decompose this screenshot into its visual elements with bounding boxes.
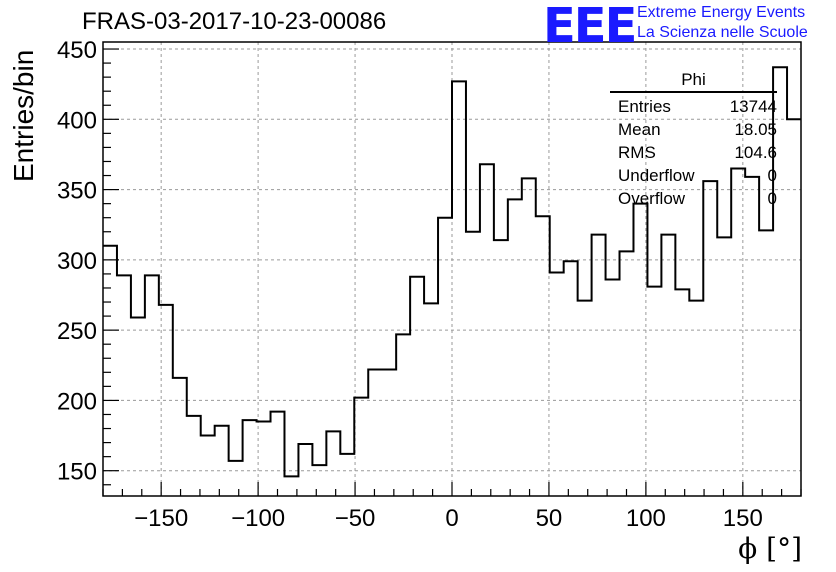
stats-row-mean: Mean 18.05 <box>610 118 777 141</box>
stats-row-entries: Entries 13744 <box>610 95 777 118</box>
y-tick-label: 200 <box>57 388 97 415</box>
x-tick-label: 100 <box>626 505 666 532</box>
y-tick-label: 400 <box>57 107 97 134</box>
eee-logo-line1: Extreme Energy Events <box>637 4 806 21</box>
eee-logo: EEE <box>543 0 637 54</box>
y-tick-label: 150 <box>57 459 97 486</box>
x-tick-label: −50 <box>335 505 376 532</box>
stats-label: Underflow <box>618 166 695 185</box>
y-tick-label: 300 <box>57 248 97 275</box>
stats-label: Entries <box>618 97 671 116</box>
stats-value: 13744 <box>729 97 777 116</box>
stats-row-rms: RMS 104.6 <box>610 141 777 164</box>
stats-value: 0 <box>767 166 777 185</box>
stats-box: Phi Entries 13744 Mean 18.05 RMS 104.6 U… <box>610 70 777 210</box>
stats-label: Overflow <box>618 189 686 208</box>
stats-value: 18.05 <box>734 120 777 139</box>
stats-box-title: Phi <box>610 70 777 93</box>
y-axis-label: Entries/bin <box>8 49 39 182</box>
x-axis-label: ϕ [°] <box>738 532 802 565</box>
stats-label: Mean <box>618 120 661 139</box>
eee-logo-line2: La Scienza nelle Scuole <box>637 24 808 41</box>
stats-row-underflow: Underflow 0 <box>610 164 777 187</box>
x-tick-label: 50 <box>536 505 563 532</box>
stats-row-overflow: Overflow 0 <box>610 187 777 210</box>
y-tick-label: 250 <box>57 318 97 345</box>
x-tick-label: 0 <box>445 505 458 532</box>
chart-title: FRAS-03-2017-10-23-00086 <box>82 8 387 35</box>
y-tick-label: 450 <box>57 37 97 64</box>
y-tick-label: 350 <box>57 178 97 205</box>
x-tick-label: 150 <box>723 505 763 532</box>
x-tick-label: −100 <box>231 505 285 532</box>
histogram-series-line <box>103 66 801 478</box>
stats-value: 104.6 <box>734 143 777 162</box>
stats-label: RMS <box>618 143 656 162</box>
x-tick-label: −150 <box>134 505 188 532</box>
stats-value: 0 <box>767 189 777 208</box>
